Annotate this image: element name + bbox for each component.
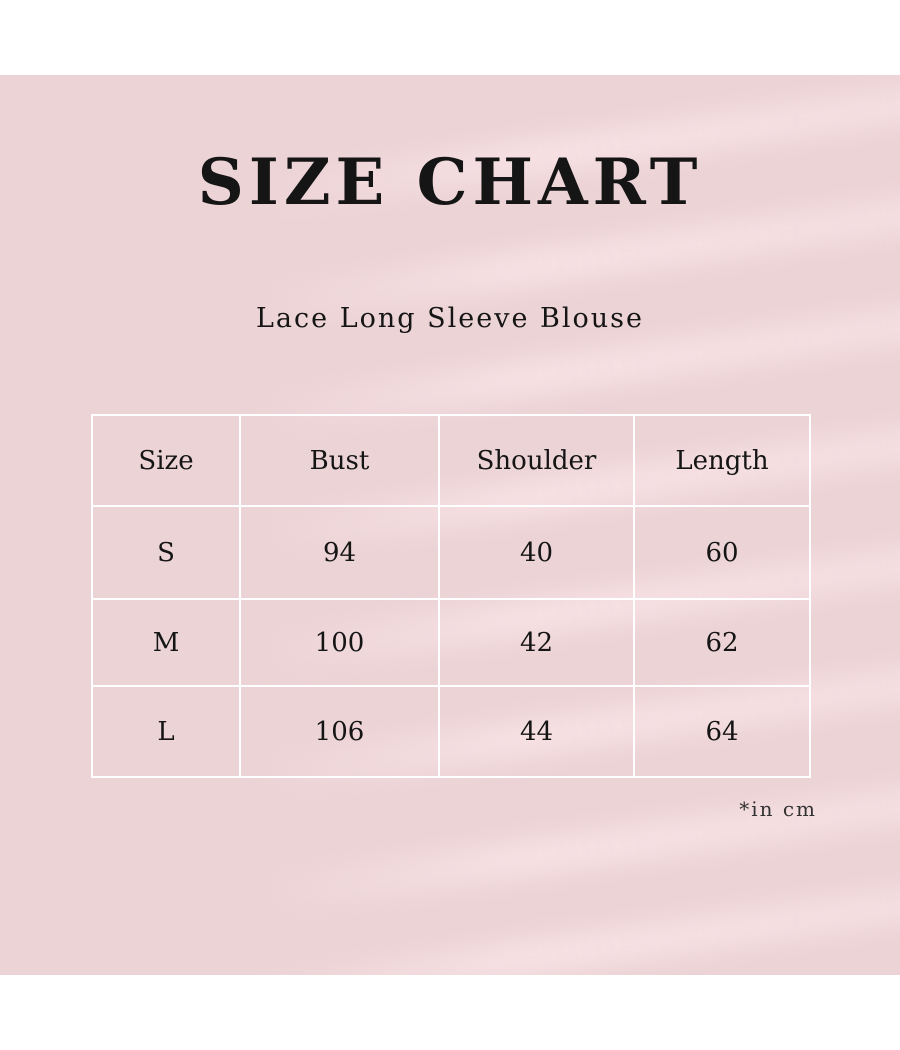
- product-name: Lace Long Sleeve Blouse: [255, 303, 644, 334]
- units-footnote: *in cm: [739, 797, 817, 821]
- table-row: L 106 44 64: [91, 685, 811, 778]
- cell-shoulder: 42: [438, 598, 635, 687]
- table-row: S 94 40 60: [91, 505, 811, 600]
- cell-size: L: [91, 685, 241, 778]
- cell-shoulder: 44: [438, 685, 635, 778]
- size-chart-panel: SIZE CHART Lace Long Sleeve Blouse Size …: [0, 75, 900, 975]
- table-header-row: Size Bust Shoulder Length: [91, 414, 811, 507]
- page-title: SIZE CHART: [197, 145, 703, 220]
- cell-bust: 94: [239, 505, 440, 600]
- cell-size: M: [91, 598, 241, 687]
- cell-shoulder: 40: [438, 505, 635, 600]
- header-bust: Bust: [239, 414, 440, 507]
- cell-length: 62: [633, 598, 811, 687]
- cell-size: S: [91, 505, 241, 600]
- header-length: Length: [633, 414, 811, 507]
- cell-bust: 100: [239, 598, 440, 687]
- table-row: M 100 42 62: [91, 598, 811, 687]
- cell-length: 64: [633, 685, 811, 778]
- size-table: Size Bust Shoulder Length S 94 40 60 M 1…: [91, 414, 811, 778]
- cell-length: 60: [633, 505, 811, 600]
- header-size: Size: [91, 414, 241, 507]
- header-shoulder: Shoulder: [438, 414, 635, 507]
- cell-bust: 106: [239, 685, 440, 778]
